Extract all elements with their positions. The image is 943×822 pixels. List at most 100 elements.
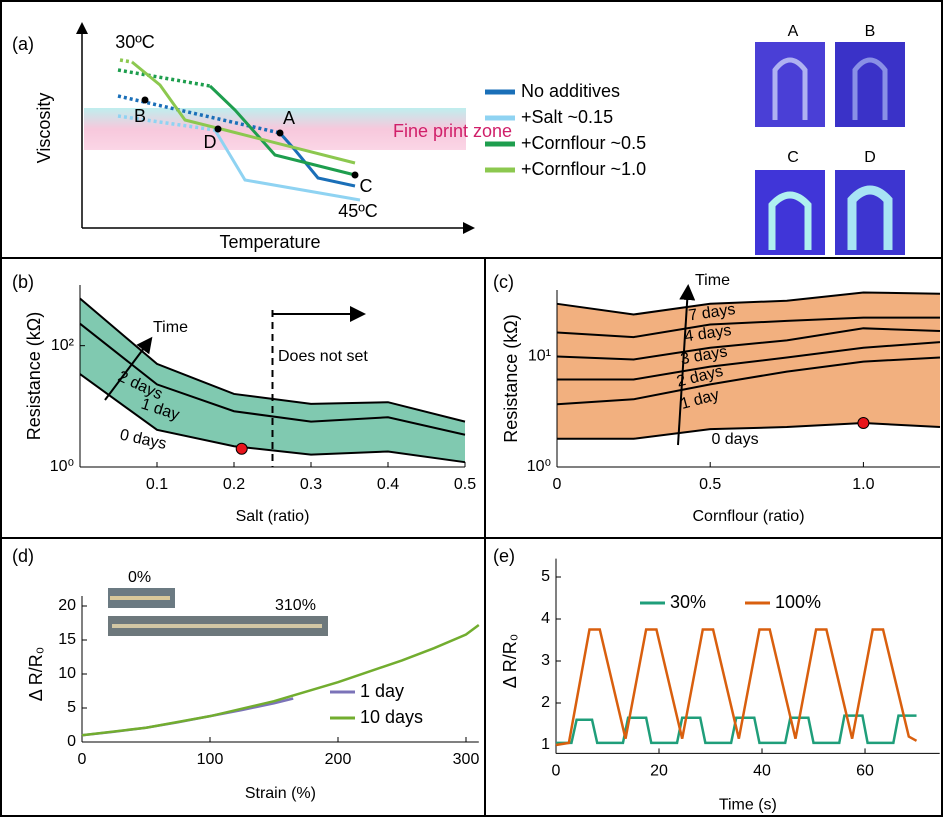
series-line [555,628,918,747]
y-tick-label: 2 [541,694,550,711]
annotation: Time [153,319,188,336]
point-marker [141,96,149,104]
legend-label: 1 day [360,681,404,701]
x-tick-label: 40 [753,763,771,780]
y-axis-label: Δ R/R₀ [26,647,46,702]
series-line [81,624,480,737]
x-tick-label: 0 [78,751,87,768]
y-tick-label: 10⁰ [527,458,551,475]
legend-label: +Cornflour ~1.0 [521,159,646,179]
series-line [556,356,941,406]
x-tick-label: 200 [325,751,352,768]
point-marker [214,125,222,133]
x-tick-label: 0.4 [377,476,399,493]
y-tick-label: 5 [541,568,550,585]
band-fill [557,292,940,439]
x-tick-label: 0.2 [223,476,245,493]
legend-label: 10 days [360,707,423,727]
legend-label: 100% [775,592,821,612]
y-tick-label: 0 [67,733,76,750]
x-tick-label: 0.5 [454,476,476,493]
x-tick-label: 0.5 [699,476,721,493]
photo-label: B [865,23,876,40]
inset-label: 310% [275,597,316,614]
curve [131,60,356,165]
photo-label: D [864,149,876,166]
series-label: 0 days [711,431,758,448]
photo-label: C [787,149,799,166]
panel-label: (b) [12,272,34,292]
point-marker [351,171,359,179]
series-line [556,291,941,316]
y-axis-label: Δ R/R₀ [500,634,520,689]
x-axis-label: Temperature [219,232,320,252]
panel-label: (c) [493,272,514,292]
x-tick-label: 0 [552,763,561,780]
legend-label: +Cornflour ~0.5 [521,133,646,153]
y-axis-label: Viscosity [34,93,54,164]
x-tick-label: 0 [553,476,562,493]
x-tick-label: 100 [197,751,224,768]
series-line [557,341,941,381]
y-tick-label: 4 [541,610,550,627]
y-tick-label: 1 [541,736,550,753]
y-tick-label: 5 [67,699,76,716]
time-arrow [677,284,696,446]
curve [117,94,281,135]
curve [213,129,361,202]
y-axis-label: Resistance (kΩ) [24,312,44,441]
inset-label: 0% [128,569,151,586]
x-tick-label: 20 [650,763,668,780]
series-line [556,316,940,339]
point-label: D [204,132,217,152]
annotation: 45ºC [338,201,378,221]
series-label: 7 days [687,301,736,324]
legend-label: No additives [521,81,620,101]
inset-photos [108,588,328,636]
y-axis-label: Resistance (kΩ) [501,314,521,443]
time-arrow [104,336,153,401]
x-tick-label: 1.0 [852,476,874,493]
y-tick-label: 20 [58,597,76,614]
curve [208,84,356,177]
y-tick-label: 10⁰ [50,458,74,475]
point-label: C [360,176,373,196]
highlight-point [235,442,248,455]
series-line [557,422,941,440]
annotation: 30ºC [115,32,155,52]
x-axis-label: Salt (ratio) [236,508,310,525]
series-line [556,714,917,745]
annotation: Fine print zone [393,121,512,141]
y-tick-label: 15 [58,631,76,648]
x-axis-label: Strain (%) [245,785,316,802]
curve [117,68,211,88]
series-line [79,373,466,464]
photo-label: A [788,23,799,40]
panel-label: (e) [493,546,515,566]
panel-label: (d) [12,546,34,566]
x-tick-label: 0.1 [146,476,168,493]
x-axis-label: Time (s) [719,797,777,814]
photos [755,42,905,255]
x-axis-label: Cornflour (ratio) [692,508,804,525]
point-label: A [283,108,295,128]
panel-label: (a) [12,34,34,54]
legend-label: +Salt ~0.15 [521,107,613,127]
point-label: B [134,106,146,126]
legend-label: 30% [670,592,706,612]
x-tick-label: 300 [453,751,480,768]
y-tick-label: 10² [51,337,75,354]
highlight-point [857,417,870,430]
curve [117,114,216,132]
x-tick-label: 0.3 [300,476,322,493]
y-tick-label: 10¹ [528,348,551,365]
series-line [79,322,466,436]
y-tick-label: 3 [541,652,550,669]
annotation: Time [695,272,730,289]
curve [119,58,133,64]
y-tick-label: 10 [58,665,76,682]
point-marker [276,129,284,137]
x-tick-label: 60 [856,763,874,780]
